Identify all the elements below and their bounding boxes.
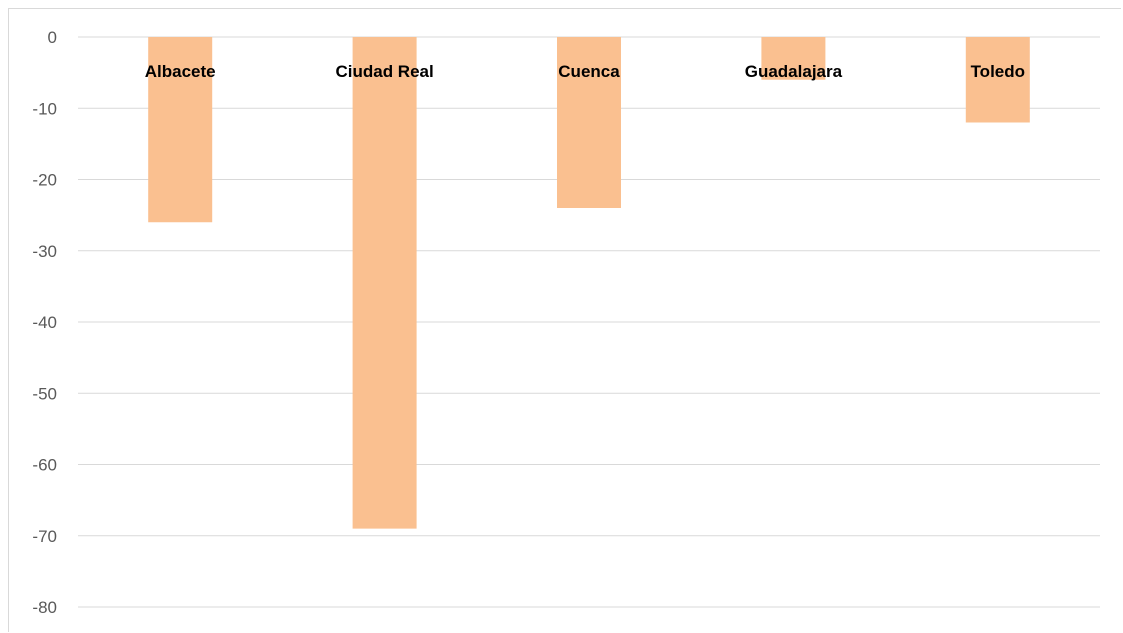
y-tick-label: -10 <box>32 99 57 118</box>
bar-toledo <box>965 37 1030 123</box>
y-tick-label: -60 <box>32 456 57 475</box>
y-tick-label: -40 <box>32 313 57 332</box>
category-label: Ciudad Real <box>335 62 433 81</box>
y-tick-label: -20 <box>32 171 57 190</box>
bar-cuenca <box>557 37 621 208</box>
category-label: Guadalajara <box>745 62 843 81</box>
bar-albacete <box>148 37 213 223</box>
bar-guadalajara <box>761 37 826 80</box>
y-axis-tick-labels: 0 -10 -20 -30 -40 -50 -60 -70 -80 <box>32 28 57 617</box>
category-label: Albacete <box>145 62 216 81</box>
category-labels: Albacete Ciudad Real Cuenca Guadalajara Tole… <box>145 62 1025 81</box>
bars <box>148 37 1030 529</box>
category-label: Toledo <box>971 62 1025 81</box>
y-tick-label: -50 <box>32 384 57 403</box>
y-tick-label: -70 <box>32 527 57 546</box>
y-tick-label: 0 <box>48 28 57 47</box>
y-tick-label: -80 <box>32 598 57 617</box>
category-label: Cuenca <box>558 62 620 81</box>
y-tick-label: -30 <box>32 242 57 261</box>
bar-ciudad-real <box>352 37 417 529</box>
